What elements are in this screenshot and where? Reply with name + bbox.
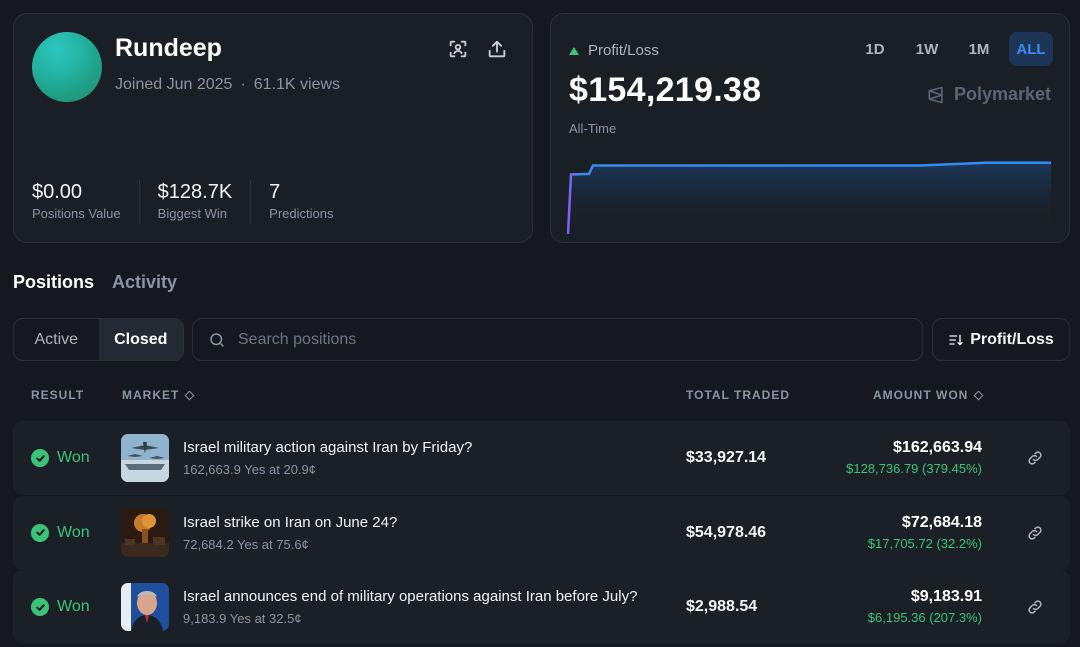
check-circle-icon [31, 598, 49, 616]
link-icon[interactable] [1026, 524, 1044, 542]
range-1w[interactable]: 1W [915, 40, 939, 58]
pnl-period: All-Time [569, 121, 617, 136]
header-amount-won[interactable]: AMOUNT WON [873, 388, 984, 402]
table-row[interactable]: Won Israel strike on Iran on June 24? 72… [13, 495, 1070, 570]
result-cell: Won [31, 598, 90, 616]
table-row[interactable]: Won Israel military action against Iran … [13, 421, 1070, 495]
amount-won: $9,183.91 [910, 588, 982, 605]
market-title[interactable]: Israel announces end of military operati… [183, 588, 638, 605]
total-traded: $54,978.46 [686, 523, 767, 541]
sort-button[interactable]: Profit/Loss [932, 318, 1070, 361]
pnl-area [568, 162, 1051, 234]
range-1m[interactable]: 1M [968, 40, 990, 58]
profit-amount: $128,736.79 (379.45%) [846, 461, 982, 476]
stat-label: Biggest Win [157, 206, 228, 221]
stat-label: Positions Value [32, 206, 121, 221]
sort-icon [949, 334, 963, 345]
stat-value: $128.7K [157, 181, 233, 203]
result-cell: Won [31, 449, 90, 467]
view-count: 61.1K views [253, 76, 341, 93]
market-shares: 162,663.9 Yes at 20.9¢ [183, 462, 317, 477]
total-traded: $2,988.54 [686, 598, 758, 615]
meta-separator: · [240, 76, 246, 93]
tab-activity[interactable]: Activity [112, 272, 178, 292]
positions-table: Won Israel military action against Iran … [13, 421, 1070, 645]
header-market-label: MARKET [122, 388, 180, 402]
market-thumbnail [121, 583, 169, 631]
share-icon[interactable] [486, 38, 508, 60]
brand-name: Polymarket [953, 84, 1051, 104]
page-tabs: Positions Activity [13, 272, 195, 293]
sort-toggle-icon [973, 390, 984, 400]
stat-predictions: 7 Predictions [269, 180, 351, 224]
profit-amount: $17,705.72 (32.2%) [867, 535, 982, 551]
stat-biggest-win: $128.7K Biggest Win [158, 180, 252, 224]
check-circle-icon [31, 523, 49, 542]
table-header: RESULT MARKET TOTAL TRADED AMOUNT WON [0, 388, 1080, 404]
result-label: Won [57, 598, 90, 615]
range-selector: 1D 1W 1M ALL [845, 32, 1053, 66]
market-thumbnail [121, 508, 169, 557]
profit-amount: $6,195.36 (207.3%) [867, 610, 982, 625]
filter-closed[interactable]: Closed [98, 319, 183, 360]
pnl-line [567, 161, 1051, 234]
stat-value: 7 [269, 181, 281, 203]
joined-date: Joined Jun 2025 [115, 76, 233, 93]
result-label: Won [57, 523, 90, 541]
tab-positions[interactable]: Positions [13, 272, 95, 292]
profile-meta: Joined Jun 2025 · 61.1K views [115, 76, 340, 94]
header-market[interactable]: MARKET [122, 388, 195, 402]
market-shares: 72,684.2 Yes at 75.6¢ [183, 536, 309, 552]
stat-positions-value: $0.00 Positions Value [32, 180, 140, 224]
profile-name: Rundeep [115, 34, 222, 62]
range-1d[interactable]: 1D [865, 40, 885, 58]
link-icon[interactable] [1026, 449, 1044, 467]
header-amount-won-label: AMOUNT WON [873, 388, 969, 402]
table-row[interactable]: Won Israel announces end of military ope… [13, 570, 1070, 644]
check-circle-icon [31, 449, 49, 467]
pnl-chart [567, 161, 1051, 234]
amount-won: $162,663.94 [893, 439, 982, 456]
result-cell: Won [31, 523, 90, 542]
up-triangle-icon [569, 46, 579, 55]
sort-toggle-icon [184, 390, 195, 400]
status-filter: Active Closed [13, 318, 184, 361]
pnl-label-text: Profit/Loss [588, 42, 659, 59]
market-thumbnail [121, 434, 169, 482]
market-title[interactable]: Israel strike on Iran on June 24? [183, 513, 398, 531]
range-all[interactable]: ALL [1009, 32, 1053, 66]
header-total-traded: TOTAL TRADED [686, 388, 790, 402]
amount-won: $72,684.18 [901, 513, 982, 531]
polymarket-logo-icon [928, 86, 943, 103]
avatar [32, 32, 102, 102]
link-icon[interactable] [1026, 598, 1044, 616]
search-input[interactable] [238, 330, 918, 349]
stat-label: Predictions [269, 206, 334, 221]
search-box [192, 318, 923, 361]
filter-active[interactable]: Active [34, 330, 79, 348]
stat-value: $0.00 [32, 181, 83, 203]
pnl-value: $154,219.38 [569, 71, 762, 109]
total-traded: $33,927.14 [686, 449, 767, 466]
scan-icon[interactable] [447, 38, 469, 60]
profile-card: Rundeep Joined Jun 2025 · 61.1K views $0.0… [13, 13, 533, 243]
profile-stats: $0.00 Positions Value $128.7K Biggest Wi… [32, 180, 369, 224]
sort-label: Profit/Loss [970, 330, 1054, 348]
pnl-label: Profit/Loss [569, 42, 659, 59]
search-icon [210, 332, 224, 347]
pnl-card: Profit/Loss $154,219.38 All-Time 1D 1W 1… [550, 13, 1070, 243]
polymarket-brand: Polymarket [926, 84, 1051, 105]
result-label: Won [57, 449, 90, 466]
market-shares: 9,183.9 Yes at 32.5¢ [183, 611, 302, 626]
market-title[interactable]: Israel military action against Iran by F… [183, 439, 473, 456]
header-result: RESULT [31, 388, 85, 402]
